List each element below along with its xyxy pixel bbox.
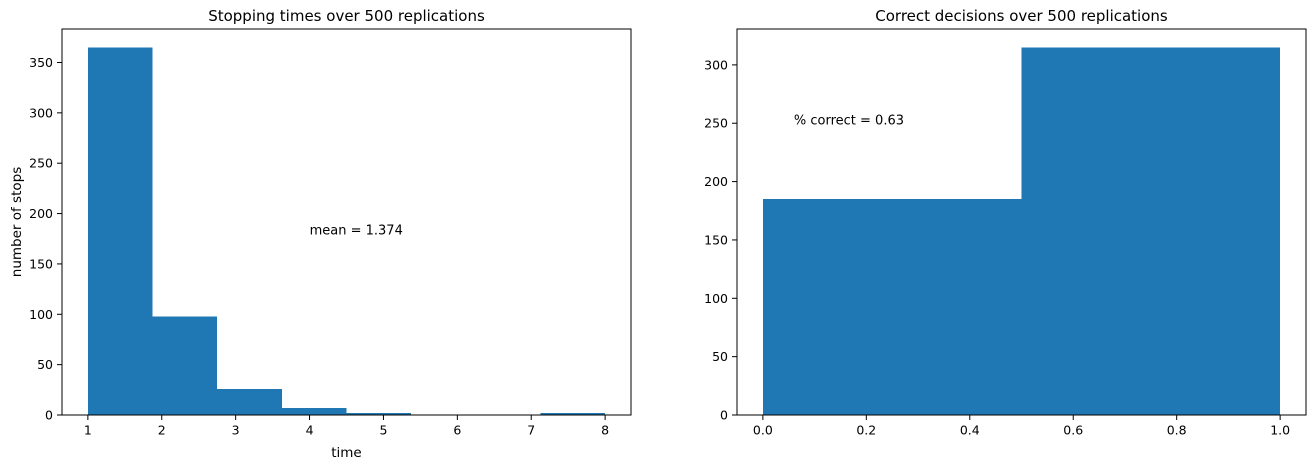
y-tick-label: 150 (29, 256, 53, 271)
x-tick-label: 4 (306, 423, 314, 438)
x-tick-label: 3 (232, 423, 240, 438)
histogram-bar (217, 388, 282, 415)
x-tick-label: 0.8 (1167, 423, 1187, 438)
y-tick-label: 100 (29, 307, 53, 322)
percent-correct-annotation: % correct = 0.63 (793, 113, 904, 129)
x-tick-label: 1 (84, 423, 92, 438)
left-chart-title: Stopping times over 500 replications (208, 7, 485, 25)
histogram-bar (87, 47, 153, 415)
y-tick-label: 200 (29, 206, 53, 221)
x-tick-label: 0.2 (856, 423, 876, 438)
y-tick-label: 250 (704, 116, 728, 131)
x-tick-label: 1.0 (1270, 423, 1290, 438)
y-tick-label: 50 (712, 349, 728, 364)
histogram-bar (346, 412, 412, 415)
y-tick-label: 100 (704, 291, 728, 306)
histogram-bar (152, 316, 218, 415)
y-tick-label: 300 (704, 57, 728, 72)
histogram-bar (1021, 47, 1281, 415)
right-chart-title: Correct decisions over 500 replications (875, 7, 1168, 25)
axes-frame (61, 28, 632, 416)
histogram-bar (281, 407, 347, 415)
y-tick-label: 200 (704, 174, 728, 189)
x-tick-label: 8 (601, 423, 609, 438)
x-tick-label: 6 (453, 423, 461, 438)
ylabel-text: number of stops (9, 166, 26, 278)
axes-frame (736, 28, 1307, 416)
y-tick-label: 250 (29, 156, 53, 171)
y-tick-label: 50 (37, 357, 53, 372)
histogram-bar (540, 412, 606, 415)
x-tick-label: 0.0 (753, 423, 773, 438)
left-chart-xlabel: time (331, 445, 362, 461)
x-tick-label: 7 (527, 423, 535, 438)
y-tick-label: 300 (29, 105, 53, 120)
x-tick-label: 2 (158, 423, 166, 438)
y-tick-label: 150 (704, 232, 728, 247)
y-tick-label: 0 (45, 408, 53, 423)
y-tick-label: 350 (29, 55, 53, 70)
mean-annotation: mean = 1.374 (309, 223, 403, 239)
y-tick-label: 0 (720, 408, 728, 423)
histogram-bar (762, 199, 1022, 415)
x-tick-label: 0.6 (1063, 423, 1083, 438)
x-tick-label: 5 (379, 423, 387, 438)
x-tick-label: 0.4 (960, 423, 980, 438)
